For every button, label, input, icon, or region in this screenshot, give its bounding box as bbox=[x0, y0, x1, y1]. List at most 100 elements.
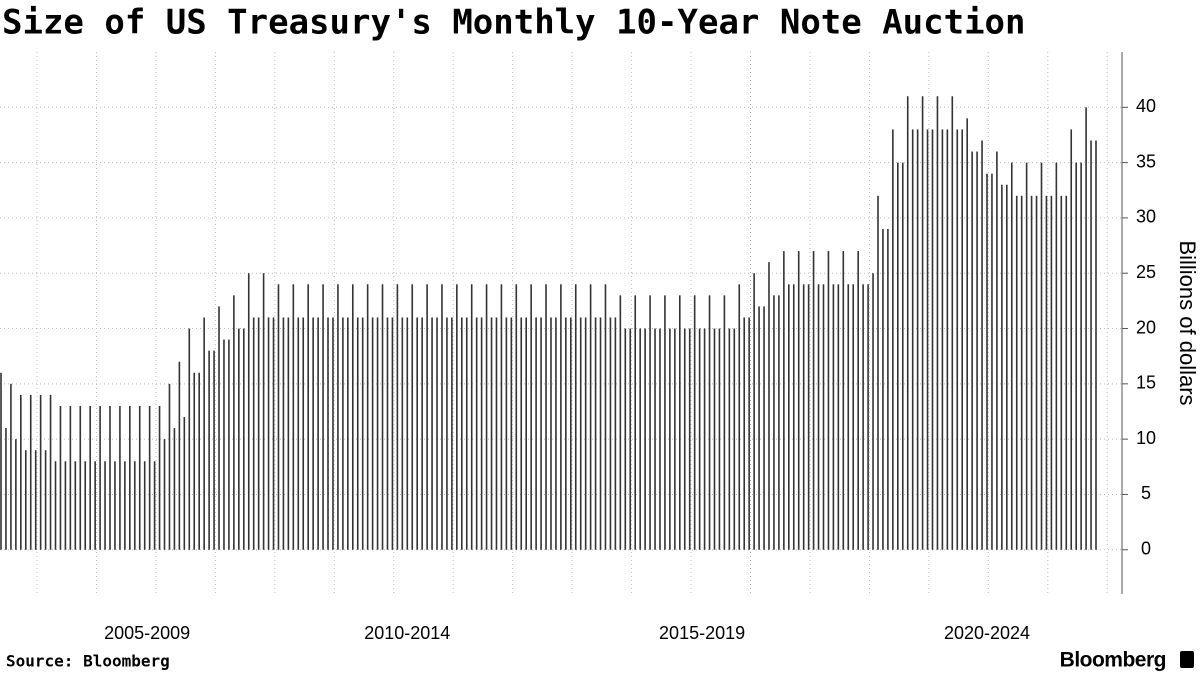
bar bbox=[292, 284, 295, 550]
bar bbox=[510, 317, 513, 550]
bar bbox=[1010, 162, 1013, 550]
bar bbox=[683, 328, 686, 550]
bar bbox=[753, 273, 755, 550]
bar bbox=[272, 317, 275, 550]
bar bbox=[322, 284, 324, 550]
bar bbox=[1090, 140, 1092, 550]
bar bbox=[852, 284, 855, 550]
bar bbox=[307, 284, 309, 550]
bar bbox=[882, 228, 884, 550]
bar bbox=[654, 328, 656, 550]
bar bbox=[44, 450, 47, 550]
bar bbox=[89, 405, 91, 550]
logo: Bloomberg bbox=[1060, 649, 1166, 672]
bar bbox=[74, 461, 77, 550]
bar bbox=[133, 461, 136, 550]
bar bbox=[946, 129, 949, 550]
bar bbox=[941, 129, 944, 550]
bar bbox=[446, 317, 448, 550]
bar bbox=[1050, 195, 1053, 550]
chart-title: Size of US Treasury's Monthly 10-Year No… bbox=[2, 3, 1026, 43]
bar bbox=[887, 228, 889, 550]
bar bbox=[277, 284, 280, 550]
bar bbox=[644, 328, 646, 550]
bar bbox=[29, 394, 32, 550]
y-tick-label: 25 bbox=[1136, 262, 1156, 282]
bar bbox=[520, 317, 523, 550]
bar bbox=[361, 317, 364, 550]
bar bbox=[213, 350, 215, 550]
bar bbox=[208, 350, 210, 550]
bar bbox=[812, 251, 815, 550]
bar bbox=[926, 129, 929, 550]
bar bbox=[267, 317, 270, 550]
bar bbox=[1060, 195, 1063, 550]
bar bbox=[451, 317, 453, 550]
bar bbox=[327, 317, 329, 550]
bar bbox=[867, 284, 869, 550]
y-tick-label: 40 bbox=[1136, 96, 1156, 116]
bar bbox=[679, 295, 681, 550]
bar bbox=[168, 383, 171, 550]
bar bbox=[728, 328, 731, 550]
bar bbox=[560, 284, 562, 550]
bar bbox=[1085, 107, 1087, 550]
bar bbox=[525, 317, 528, 550]
bar bbox=[1070, 129, 1073, 550]
bar bbox=[827, 251, 830, 550]
bar bbox=[872, 273, 874, 550]
bar bbox=[807, 284, 810, 550]
y-tick-label: 10 bbox=[1136, 428, 1156, 448]
bar bbox=[460, 317, 463, 550]
bar bbox=[500, 284, 503, 550]
bar bbox=[228, 339, 230, 550]
bar bbox=[956, 129, 959, 550]
bar bbox=[69, 405, 72, 550]
bar bbox=[238, 328, 240, 550]
bar bbox=[34, 450, 37, 550]
bar bbox=[193, 372, 196, 550]
bar bbox=[391, 317, 394, 550]
bar bbox=[1015, 195, 1018, 550]
bar bbox=[550, 317, 552, 550]
bar bbox=[485, 284, 488, 550]
bar bbox=[49, 394, 52, 550]
bar bbox=[505, 317, 508, 550]
bar bbox=[143, 461, 146, 550]
bar bbox=[773, 295, 775, 550]
bar bbox=[178, 361, 181, 550]
bar bbox=[376, 317, 379, 550]
bar bbox=[233, 295, 235, 550]
bar bbox=[906, 96, 909, 550]
bar bbox=[862, 284, 864, 550]
bar bbox=[892, 129, 894, 550]
bar bbox=[1075, 162, 1077, 550]
bar bbox=[911, 129, 914, 550]
bar bbox=[788, 284, 790, 550]
bar bbox=[183, 417, 186, 550]
bar bbox=[366, 284, 369, 550]
bar bbox=[297, 317, 300, 550]
bar bbox=[411, 284, 414, 550]
bar bbox=[347, 317, 349, 550]
bar bbox=[188, 328, 191, 550]
bar bbox=[436, 317, 438, 550]
bar bbox=[0, 372, 2, 550]
bar bbox=[94, 461, 96, 550]
bar bbox=[198, 372, 200, 550]
x-tick-label: 2015-2019 bbox=[659, 623, 745, 643]
bar bbox=[5, 428, 7, 550]
bar bbox=[783, 251, 785, 550]
bar bbox=[986, 173, 988, 550]
bar bbox=[763, 306, 765, 550]
bar bbox=[931, 129, 934, 550]
bar bbox=[634, 295, 637, 550]
bar bbox=[119, 405, 121, 550]
bar bbox=[614, 317, 617, 550]
logo-icon bbox=[1180, 651, 1194, 668]
bar bbox=[158, 405, 161, 550]
bar bbox=[10, 383, 12, 550]
bar bbox=[416, 317, 418, 550]
bar bbox=[406, 317, 409, 550]
